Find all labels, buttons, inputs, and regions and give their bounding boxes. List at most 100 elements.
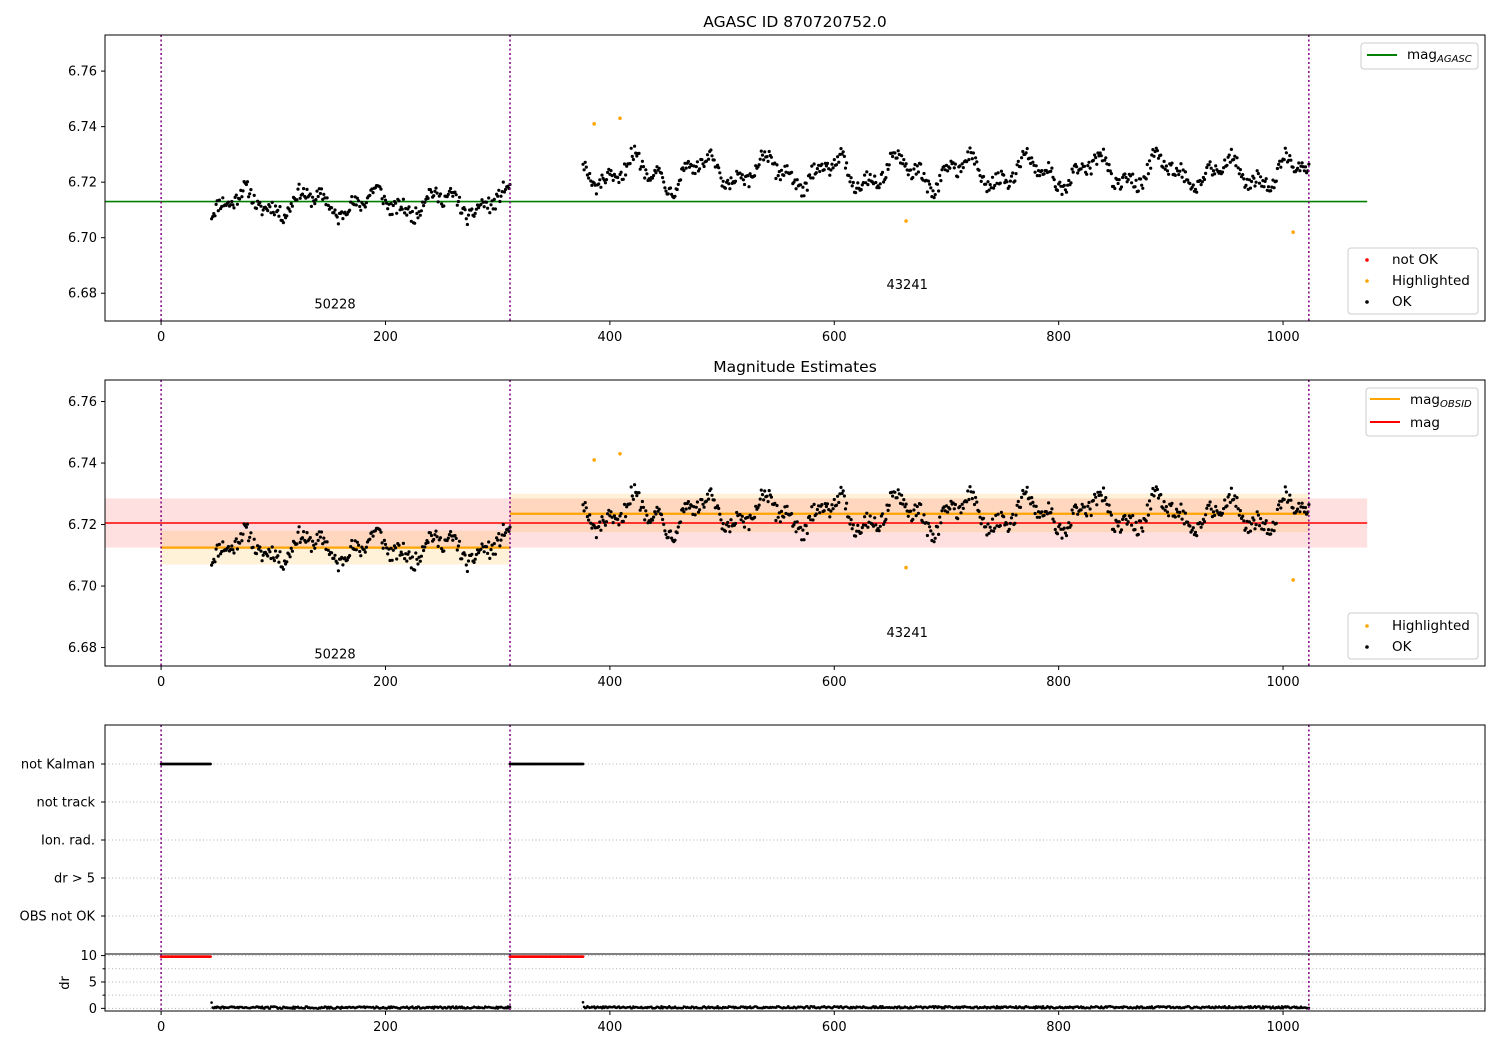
data-point-ok [769, 155, 774, 159]
axes: 0 200 400 600 800 1000 0 5 10 [80, 949, 1486, 1035]
data-point-ok [1174, 507, 1179, 511]
data-point-ok [599, 528, 603, 532]
data-point-ok [782, 515, 786, 519]
data-point-ok [794, 187, 798, 191]
data-point-ok [893, 490, 897, 494]
data-point-ok [1179, 502, 1183, 506]
data-point-ok [415, 557, 419, 561]
legend-frame [1347, 612, 1479, 660]
data-point-ok [493, 552, 497, 556]
data-point-ok [1136, 189, 1140, 193]
data-point-ok [1204, 513, 1208, 517]
data-point-ok [815, 507, 820, 512]
data-point-ok [435, 535, 439, 539]
data-point-ok [477, 206, 481, 210]
legend-label-ok: OK [1392, 294, 1413, 310]
x-tick-label: 0 [157, 330, 165, 345]
data-point-ok [254, 206, 259, 210]
data-point-ok [1256, 172, 1260, 176]
data-point-ok [1277, 162, 1281, 166]
data-point-ok [433, 189, 437, 193]
data-point-ok [676, 525, 680, 529]
data-point-ok [409, 566, 413, 570]
data-point-ok [705, 153, 710, 157]
data-point-ok [480, 542, 484, 546]
data-point-ok [386, 552, 390, 556]
data-point-highlighted [592, 122, 596, 126]
data-point-ok [984, 525, 988, 529]
data-point-ok [655, 165, 659, 169]
data-point-ok [693, 513, 697, 517]
data-point-ok [497, 532, 501, 536]
data-point-ok [723, 529, 728, 533]
data-point-ok [735, 169, 739, 173]
data-point-ok [1275, 507, 1279, 511]
data-point-ok [1302, 169, 1306, 173]
data-point-ok [1202, 177, 1207, 182]
data-point-ok [800, 194, 804, 198]
data-point-ok [1024, 151, 1028, 155]
data-point-ok [809, 176, 813, 180]
data-point-ok [1091, 158, 1095, 162]
data-point-ok [896, 488, 900, 492]
flag-category-label: not track [36, 796, 95, 811]
data-point-ok [1134, 178, 1138, 182]
data-point-ok [1085, 172, 1089, 176]
data-point-ok [268, 550, 272, 554]
data-point-ok [1214, 504, 1218, 509]
data-point-ok [638, 167, 642, 171]
data-point-ok [584, 506, 588, 510]
data-point-ok [465, 222, 469, 227]
data-point-ok [926, 179, 931, 183]
data-point-ok [381, 202, 385, 206]
data-point-highlighted [618, 452, 622, 456]
data-point-ok [909, 168, 913, 172]
data-point-ok [820, 162, 824, 166]
data-point-ok [1303, 165, 1308, 169]
data-point-ok [371, 534, 375, 538]
data-point-ok [693, 171, 697, 176]
data-point-ok [851, 523, 855, 527]
data-point-ok [426, 196, 430, 200]
data-point-ok [606, 170, 610, 174]
data-point-ok [1200, 180, 1204, 184]
data-point-ok [433, 533, 437, 537]
data-point-ok [438, 536, 443, 540]
data-point-ok [1119, 185, 1124, 189]
data-point-ok [733, 521, 738, 526]
data-point-ok [407, 205, 411, 209]
data-point-ok [1149, 507, 1153, 511]
data-point-ok [1080, 502, 1084, 506]
data-point-ok [1255, 169, 1259, 173]
data-point-ok [925, 190, 930, 194]
data-point-ok [621, 519, 625, 524]
data-point-ok [707, 157, 711, 161]
data-point-ok [1088, 166, 1092, 170]
data-point-ok [878, 524, 882, 528]
data-point-ok [1259, 517, 1263, 521]
data-point-ok [1031, 500, 1035, 504]
data-point-ok [249, 531, 253, 535]
dr-point [1040, 1006, 1044, 1010]
data-point-ok [1050, 507, 1054, 511]
data-point-ok [1126, 178, 1130, 182]
data-point-ok [977, 509, 981, 513]
data-point-ok [971, 490, 976, 494]
data-point-ok [429, 533, 434, 538]
data-point-ok [290, 549, 294, 553]
data-point-ok [585, 515, 590, 519]
data-point-ok [902, 498, 906, 502]
data-point-ok [900, 493, 904, 497]
data-point-ok [278, 205, 282, 209]
data-point-ok [758, 497, 762, 501]
data-point-ok [864, 523, 868, 527]
data-point-ok [990, 175, 995, 179]
data-point-ok [1076, 512, 1080, 516]
data-point-ok [1042, 513, 1046, 518]
data-point-ok [988, 183, 992, 187]
data-point-ok [252, 537, 256, 541]
data-point-ok [1291, 165, 1295, 169]
data-point-ok [488, 211, 492, 215]
data-point-ok [1223, 498, 1227, 502]
data-point-ok [610, 515, 614, 519]
